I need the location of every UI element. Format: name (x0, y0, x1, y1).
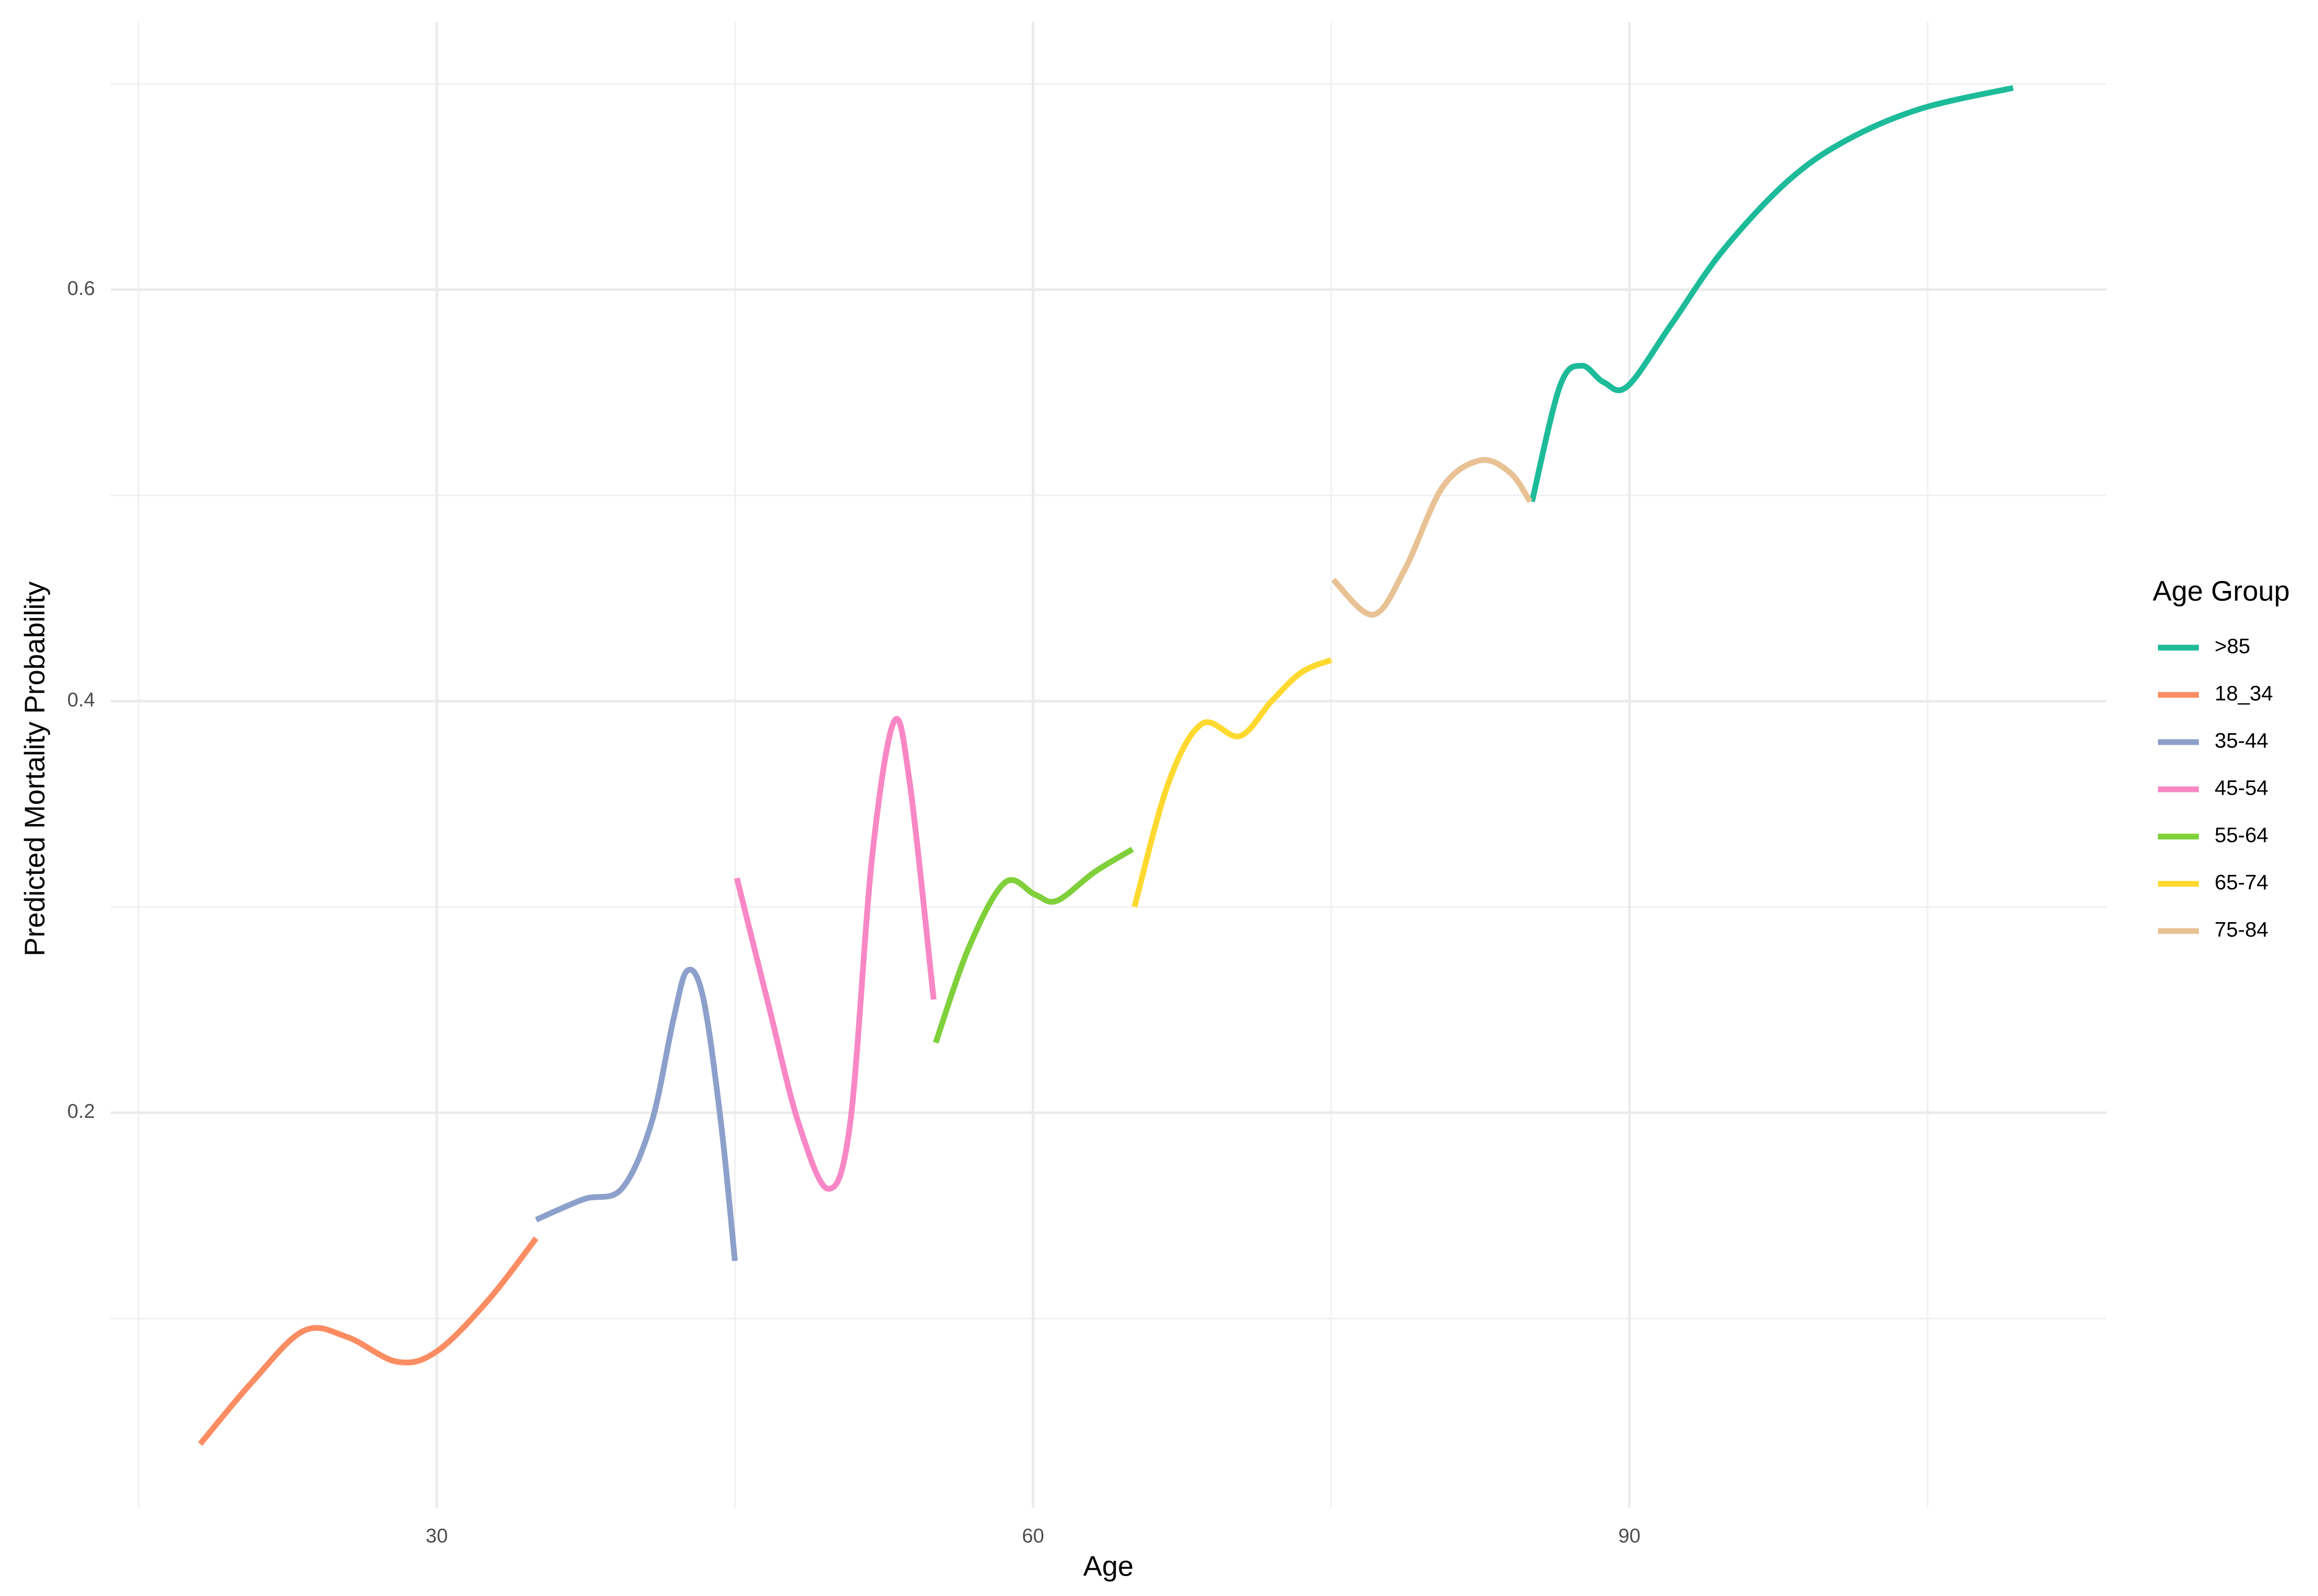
series-line (1131, 657, 1332, 908)
x-tick-label: 30 (426, 1525, 448, 1547)
series-line (1331, 457, 1533, 618)
y-axis-title: Predicted Mortality Probability (19, 582, 50, 956)
series-line (1529, 85, 2014, 502)
x-tick-label: 90 (1618, 1525, 1640, 1547)
series-line (933, 847, 1134, 1044)
legend-label: 65-74 (2215, 871, 2268, 894)
series-line (734, 716, 937, 1192)
series-line (198, 1236, 538, 1446)
legend-title: Age Group (2153, 575, 2290, 607)
legend-label: 18_34 (2215, 682, 2273, 705)
series-line (535, 967, 738, 1262)
legend-label: 55-64 (2215, 824, 2268, 847)
legend-label: >85 (2215, 635, 2250, 658)
legend-label: 45-54 (2215, 777, 2268, 800)
y-tick-label: 0.6 (67, 278, 95, 300)
x-tick-label: 60 (1022, 1525, 1044, 1547)
y-tick-label: 0.4 (67, 689, 95, 711)
legend-label: 75-84 (2215, 918, 2268, 942)
x-axis-title: Age (1083, 1550, 1134, 1582)
legend-label: 35-44 (2215, 730, 2268, 753)
y-tick-label: 0.2 (67, 1101, 95, 1123)
